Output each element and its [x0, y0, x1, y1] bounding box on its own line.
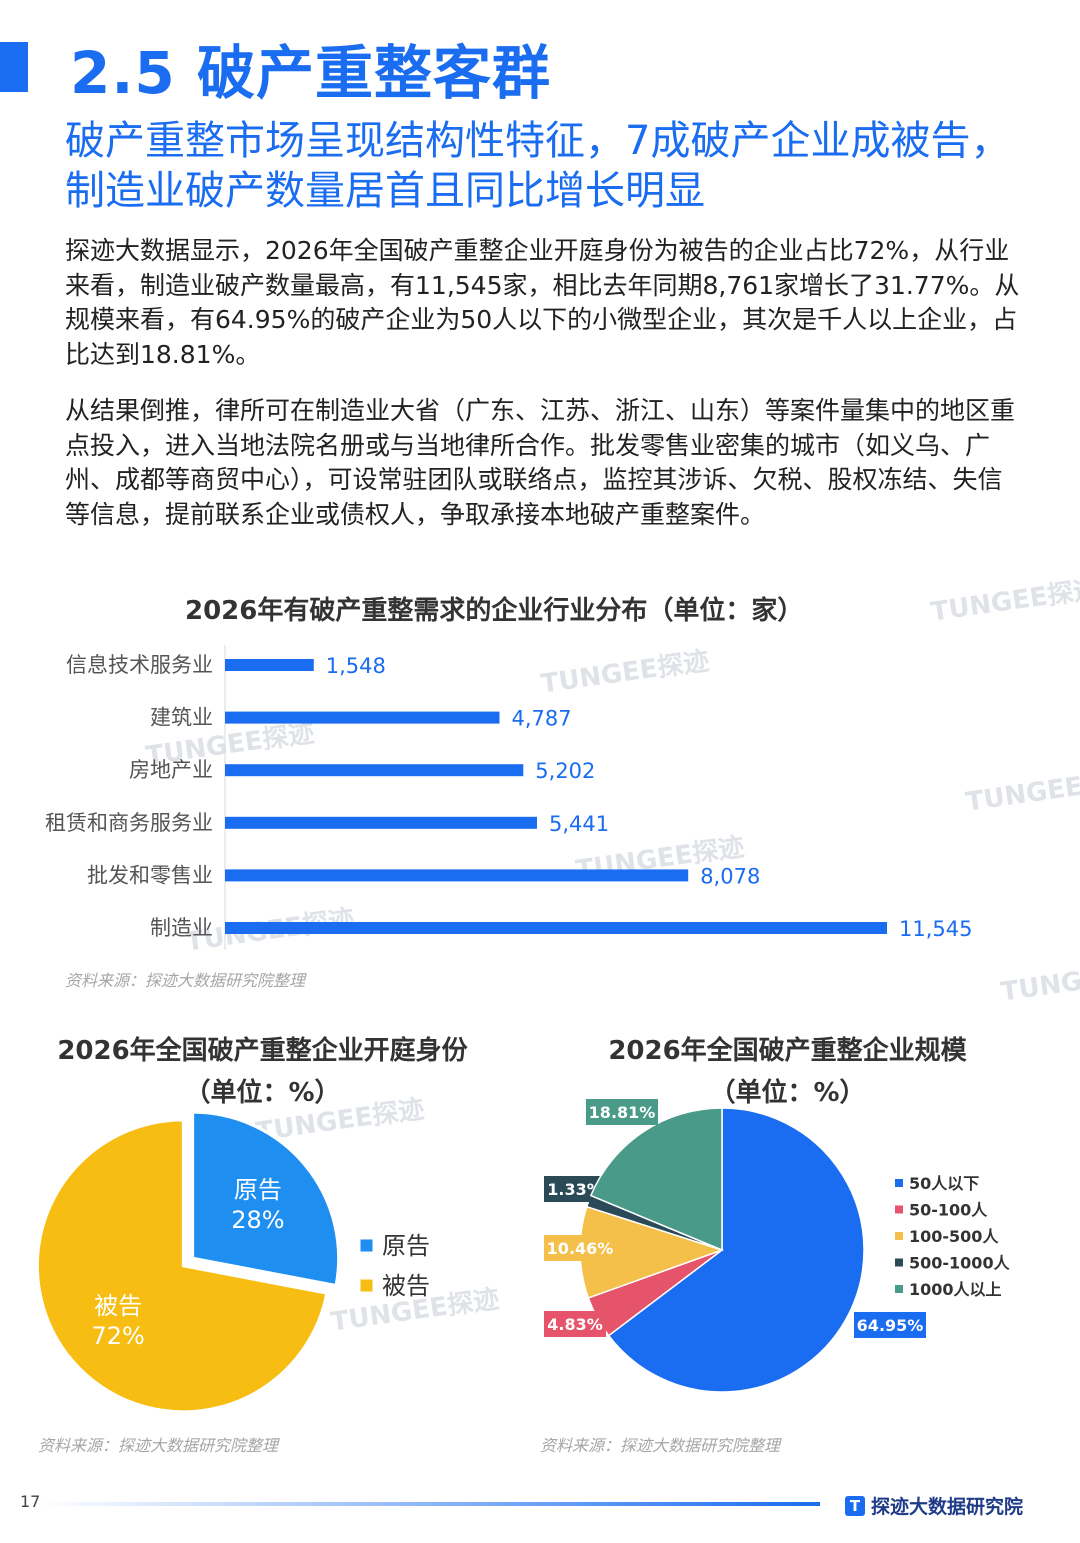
- legend-label: 1000人以上: [909, 1280, 1002, 1299]
- pie-slice-label: 18.81%: [589, 1103, 656, 1122]
- legend-swatch: [895, 1258, 903, 1267]
- bar: [225, 659, 314, 671]
- bar-value-label: 8,078: [700, 864, 760, 888]
- tungee-logo-icon: T: [845, 1495, 865, 1516]
- section-accent-bar: [0, 42, 28, 92]
- pie-slice-label: 1.33%: [547, 1180, 603, 1199]
- pie-slice: [607, 1107, 865, 1393]
- bar-chart-title: 2026年有破产重整需求的企业行业分布（单位：家）: [185, 596, 804, 626]
- pie1-title-unit: （单位：%）: [184, 1078, 341, 1108]
- bar-category-label: 信息技术服务业: [66, 653, 213, 677]
- legend-swatch: [359, 1278, 374, 1293]
- bar-chart-source: 资料来源：探迹大数据研究院整理: [65, 971, 306, 990]
- pie2-title: 2026年全国破产重整企业规模: [608, 1036, 967, 1066]
- pie-label-box: [586, 1099, 658, 1125]
- pie2-title-unit: （单位：%）: [709, 1078, 866, 1108]
- legend-label: 50人以下: [909, 1174, 979, 1193]
- pie-slice-label: 64.95%: [857, 1316, 924, 1335]
- footer-logo: T 探迹大数据研究院: [845, 1492, 1023, 1519]
- paragraph-1: 探迹大数据显示，2026年全国破产重整企业开庭身份为被告的企业占比72%，从行业…: [65, 236, 1020, 369]
- pie-slice: [191, 1110, 341, 1288]
- legend-swatch: [895, 1285, 903, 1293]
- bar-value-label: 4,787: [511, 707, 571, 731]
- legend-swatch: [895, 1232, 903, 1240]
- bar-value-label: 1,548: [326, 654, 386, 678]
- pie1-source: 资料来源：探迹大数据研究院整理: [38, 1436, 279, 1455]
- pie-slice: [589, 1107, 723, 1252]
- bar-category-label: 建筑业: [150, 706, 213, 730]
- bar: [225, 816, 537, 829]
- legend-swatch: [895, 1205, 903, 1214]
- pie-label-box: [854, 1312, 926, 1338]
- pie-label-box: [544, 1311, 606, 1337]
- pie-slice-label: 4.83%: [547, 1315, 603, 1334]
- section-title: 2.5 破产重整客群: [70, 39, 551, 107]
- page-subtitle: 破产重整市场呈现结构性特征，7成破产企业成被告，制造业破产数量居首且同比增长明显: [65, 118, 1011, 214]
- legend-swatch: [359, 1238, 374, 1253]
- bar: [225, 922, 887, 934]
- legend-swatch: [895, 1179, 903, 1187]
- bar-value-label: 11,545: [899, 917, 972, 941]
- legend-label: 500-1000人: [909, 1254, 1011, 1273]
- footer-divider: [40, 1502, 820, 1506]
- bar-value-label: 5,202: [535, 759, 595, 783]
- pie-slice-name: 原告: [234, 1176, 282, 1204]
- bar-category-label: 批发和零售业: [87, 863, 213, 887]
- page-number: 17: [20, 1492, 41, 1511]
- pie1-title: 2026年全国破产重整企业开庭身份: [57, 1036, 468, 1066]
- pie-label-box: [544, 1235, 616, 1261]
- bar-category-label: 制造业: [150, 916, 213, 940]
- pie-slice: [35, 1118, 329, 1414]
- pie-slice-label: 10.46%: [547, 1239, 614, 1258]
- paragraph-2: 从结果倒推，律所可在制造业大省（广东、江苏、浙江、山东）等案件量集中的地区重点投…: [65, 396, 1016, 529]
- legend-label: 50-100人: [909, 1201, 988, 1220]
- legend-label: 100-500人: [909, 1227, 999, 1246]
- bar-category-label: 租赁和商务服务业: [45, 811, 213, 835]
- bar: [225, 764, 524, 777]
- footer-brand-name: 探迹大数据研究院: [871, 1496, 1024, 1518]
- pie-slice-name: 被告: [94, 1292, 142, 1320]
- bar: [225, 711, 500, 724]
- bar-value-label: 5,441: [549, 812, 609, 836]
- pie-slice-label: 28%: [231, 1206, 284, 1234]
- legend-label: 被告: [382, 1272, 430, 1300]
- bar-category-label: 房地产业: [129, 758, 213, 782]
- pie2-source: 资料来源：探迹大数据研究院整理: [540, 1436, 781, 1455]
- legend-label: 原告: [382, 1232, 430, 1260]
- bar: [225, 869, 689, 882]
- pie-slice-label: 72%: [91, 1322, 144, 1350]
